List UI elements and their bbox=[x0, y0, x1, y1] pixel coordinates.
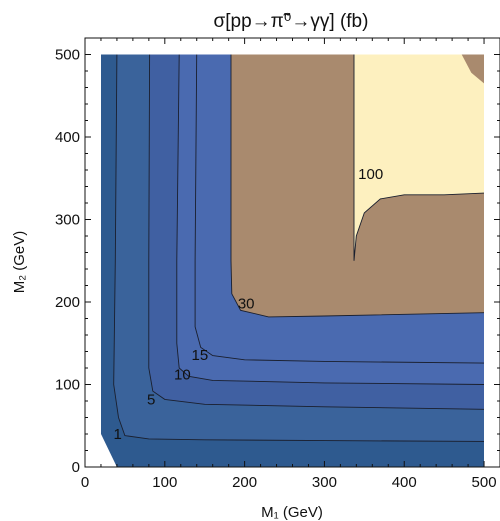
x-axis-label: M₁ (GeV) bbox=[261, 504, 323, 521]
contour-label-30: 30 bbox=[238, 296, 255, 313]
y-tick-label: 100 bbox=[55, 377, 80, 394]
contour-label-1: 1 bbox=[114, 426, 122, 443]
contour-line-10 bbox=[176, 54, 485, 385]
region-above-100 bbox=[354, 54, 484, 261]
y-axis: 0 100 200 300 400 500 bbox=[55, 47, 500, 476]
x-tick-label: 0 bbox=[81, 474, 89, 491]
x-tick-label: 200 bbox=[232, 474, 257, 491]
contour-line-15 bbox=[194, 54, 485, 364]
x-tick-label: 400 bbox=[392, 474, 417, 491]
contour-label-5: 5 bbox=[147, 391, 155, 408]
contour-label-100: 100 bbox=[358, 166, 383, 183]
y-tick-label: 200 bbox=[55, 294, 80, 311]
x-tick-label: 300 bbox=[312, 474, 337, 491]
y-tick-label: 500 bbox=[55, 47, 80, 64]
y-tick-label: 0 bbox=[72, 459, 80, 476]
contour-label-15: 15 bbox=[192, 347, 209, 364]
contour-line-100 bbox=[353, 54, 485, 261]
contour-line-5 bbox=[148, 54, 485, 410]
contour-label-10: 10 bbox=[174, 367, 191, 384]
y-tick-label: 300 bbox=[55, 212, 80, 229]
chart-title: σ[pp→π̃⁰→γγ] (fb) bbox=[214, 11, 369, 32]
x-tick-label: 500 bbox=[472, 474, 497, 491]
x-tick-label: 100 bbox=[152, 474, 177, 491]
x-axis: 0 100 200 300 400 500 bbox=[81, 38, 497, 491]
y-tick-label: 400 bbox=[55, 129, 80, 146]
y-axis-label: M₂ (GeV) bbox=[11, 231, 28, 294]
contour-line-30 bbox=[230, 54, 485, 318]
contour-line-1 bbox=[113, 54, 485, 442]
